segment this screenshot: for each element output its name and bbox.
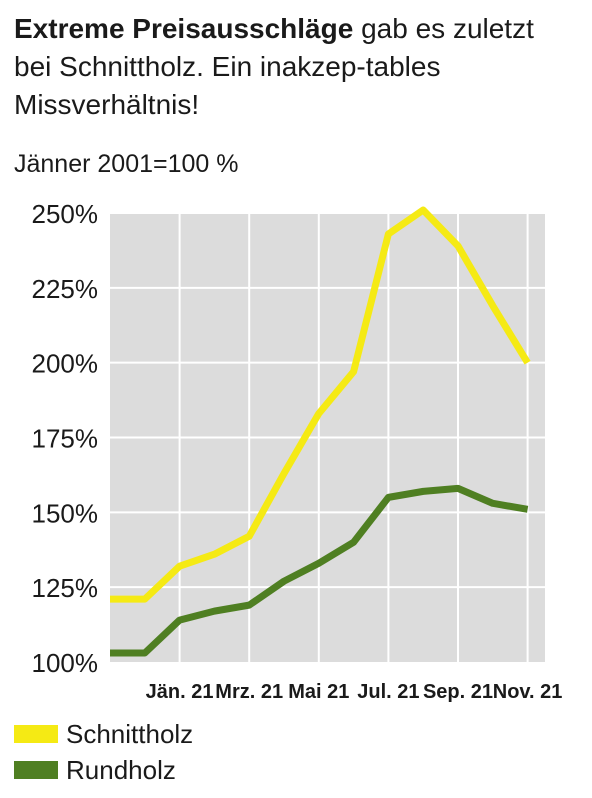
series-lines — [110, 206, 531, 657]
series-line-schnittholz — [110, 206, 531, 603]
y-tick-label: 150% — [32, 498, 99, 528]
legend: Schnittholz Rundholz — [14, 716, 193, 788]
chart-headline: Extreme Preisausschläge gab es zuletzt b… — [14, 10, 574, 124]
x-tick-label: Sep. 21 — [423, 681, 493, 703]
x-tick-label: Jän. 21 — [146, 681, 214, 703]
headline-rest: gab es zuletzt bei Schnittholz. Ein inak… — [14, 13, 534, 120]
x-tick-label: Mrz. 21 — [215, 681, 283, 703]
y-tick-label: 250% — [32, 199, 99, 229]
legend-swatch-rundholz — [14, 761, 58, 779]
series-line-rundholz — [110, 484, 529, 657]
y-tick-label: 175% — [32, 424, 99, 454]
legend-label-schnittholz: Schnittholz — [66, 718, 194, 749]
y-tick-label: 125% — [32, 573, 99, 603]
legend-item-rundholz: Rundholz — [14, 752, 193, 788]
headline-bold: Extreme Preisausschläge — [14, 13, 354, 44]
y-tick-label: 100% — [32, 648, 99, 678]
legend-item-schnittholz: Schnittholz — [14, 716, 193, 752]
y-axis-ticks: 250% 225% 200% 175% 150% 125% 100% — [32, 199, 99, 678]
legend-swatch-schnittholz — [14, 725, 58, 743]
y-tick-label: 200% — [32, 349, 99, 379]
x-axis-ticks: Jän. 21 Mrz. 21 Mai 21 Jul. 21 Sep. 21 Nov. 2… — [146, 681, 563, 703]
x-tick-label: Jul. 21 — [357, 681, 419, 703]
legend-label-rundholz: Rundholz — [66, 754, 176, 785]
x-tick-label: Nov. 21 — [493, 681, 563, 703]
x-tick-label: Mai 21 — [288, 681, 349, 703]
index-base-note: Jänner 2001=100 % — [14, 150, 239, 178]
gridlines — [110, 212, 545, 662]
y-tick-label: 225% — [32, 274, 99, 304]
